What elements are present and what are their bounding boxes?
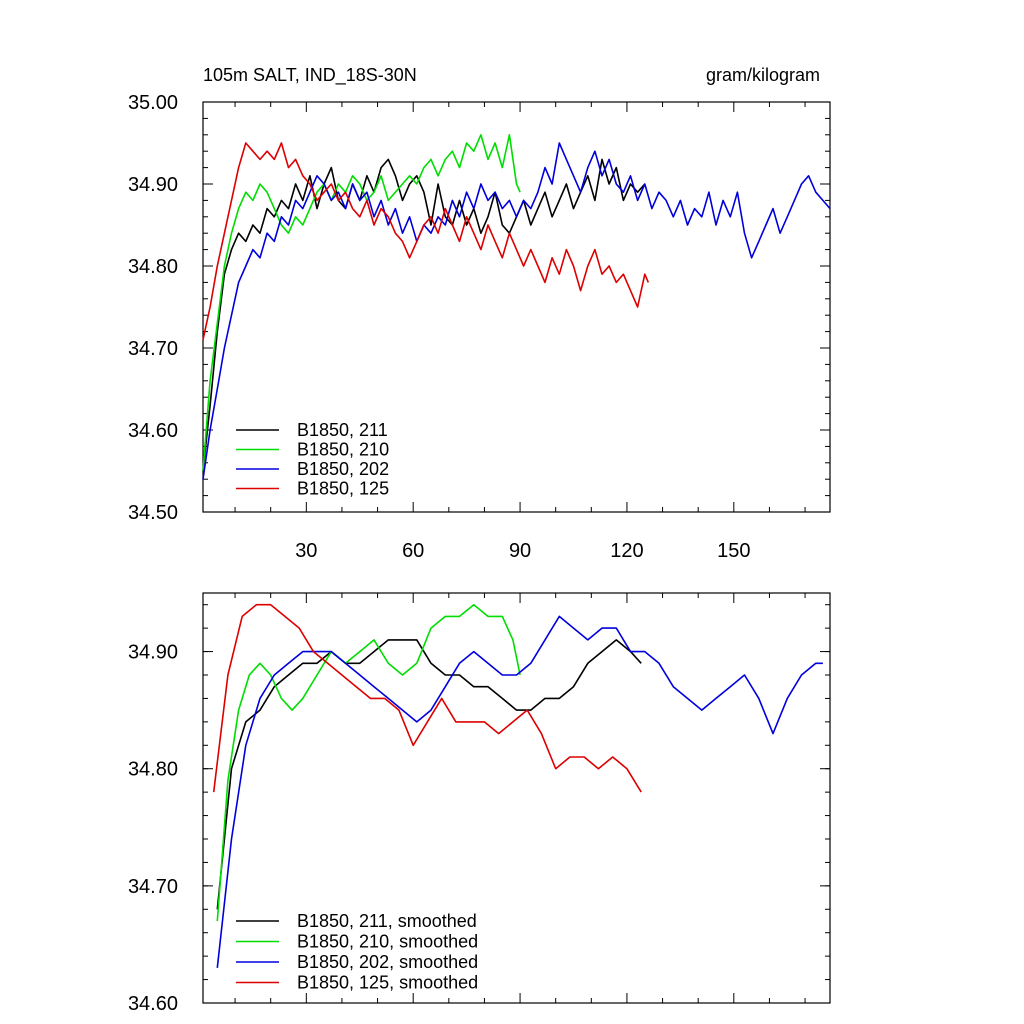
top-series-group (202, 134, 831, 480)
top-y-tick-label: 34.90 (128, 174, 178, 196)
top-series-line-1 (202, 134, 521, 472)
top-y-tick-label: 35.00 (128, 92, 178, 114)
top-series-line-0 (202, 158, 646, 472)
bottom-legend-label-2: B1850, 202, smoothed (297, 952, 478, 972)
bottom-series-line-3 (212, 603, 642, 793)
bottom-legend-label-0: B1850, 211, smoothed (297, 911, 477, 931)
bottom-y-tick-label: 34.60 (128, 993, 178, 1015)
top-plot-frame (202, 101, 831, 513)
bottom-axes: 34.60 34.70 34.80 34.90 (128, 592, 831, 1015)
top-y-tick-label: 34.50 (128, 502, 178, 524)
bottom-y-tick-label: 34.80 (128, 759, 178, 781)
bottom-series-line-1 (216, 603, 521, 922)
top-x-tick-label: 30 (295, 540, 317, 562)
bottom-series-line-0 (216, 639, 642, 910)
top-axes: 34.50 34.60 34.70 34.80 34.90 35.00 30 60 90 120 1… (128, 92, 831, 562)
top-legend-label-0: B1850, 211 (297, 420, 388, 440)
bottom-legend-label-3: B1850, 125, smoothed (297, 973, 478, 993)
chart-title: 105m SALT, IND_18S-30N (203, 65, 417, 86)
bottom-plot-frame (202, 592, 831, 1004)
top-legend-label-1: B1850, 210 (297, 440, 389, 460)
top-x-tick-label: 120 (610, 540, 643, 562)
bottom-legend-label-1: B1850, 210, smoothed (297, 932, 478, 952)
top-legend-label-3: B1850, 125 (297, 479, 389, 499)
top-y-tick-label: 34.80 (128, 256, 178, 278)
bottom-series-line-2 (216, 615, 823, 968)
top-x-tick-label: 60 (402, 540, 424, 562)
bottom-y-tick-label: 34.70 (128, 876, 178, 898)
top-legend-label-2: B1850, 202 (297, 459, 389, 479)
top-x-tick-label: 90 (509, 540, 531, 562)
bottom-series-group (212, 603, 823, 968)
top-y-tick-label: 34.60 (128, 420, 178, 442)
top-chart-panel: 105m SALT, IND_18S-30N gram/kilogram 34.… (128, 65, 831, 562)
bottom-y-tick-label: 34.90 (128, 642, 178, 664)
top-series-line-3 (202, 142, 650, 340)
top-series-line-2 (202, 142, 831, 480)
top-y-tick-label: 34.70 (128, 338, 178, 360)
bottom-chart-panel: 34.60 34.70 34.80 34.90 B1850, 211, smoothe… (128, 592, 831, 1015)
top-x-tick-label: 150 (717, 540, 750, 562)
chart-units: gram/kilogram (706, 65, 820, 85)
